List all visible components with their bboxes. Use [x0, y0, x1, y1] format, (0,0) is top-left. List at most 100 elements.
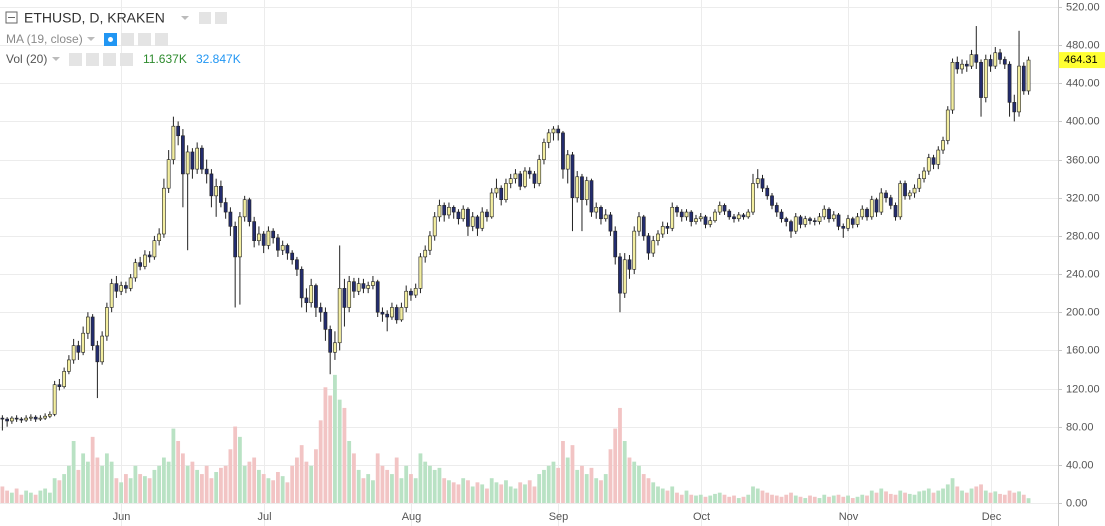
icon-button[interactable] — [120, 53, 133, 66]
candle-body — [542, 142, 546, 160]
candle-body — [352, 281, 356, 292]
volume-bar — [584, 474, 589, 503]
candle-body — [318, 307, 323, 313]
volume-bar — [342, 407, 347, 503]
candle-body — [124, 285, 128, 289]
volume-bar — [874, 492, 879, 503]
candle-body — [518, 173, 523, 187]
candle-body — [114, 283, 119, 292]
candle-body — [627, 259, 632, 270]
icon-button[interactable] — [199, 12, 211, 24]
y-tick-label: 360.00 — [1066, 154, 1100, 166]
volume-bar — [5, 490, 10, 503]
dropdown-icon[interactable] — [87, 37, 95, 41]
volume-bar — [1017, 491, 1021, 503]
volume-bar — [955, 486, 960, 503]
volume-bar — [907, 493, 912, 503]
candle-body — [779, 211, 784, 220]
dropdown-icon[interactable] — [181, 16, 189, 20]
candle-body — [223, 202, 228, 213]
volume-bar — [371, 480, 375, 503]
axis-background — [1058, 0, 1105, 526]
volume-bar — [869, 490, 874, 503]
volume-bar — [394, 457, 399, 503]
volume-bar — [52, 478, 57, 503]
volume-bar — [570, 445, 575, 503]
volume-bar — [195, 469, 200, 503]
volume-bar — [964, 492, 969, 503]
candle-body — [347, 281, 352, 308]
candle-body — [181, 135, 185, 175]
volume-bar — [123, 474, 128, 503]
candle-body — [485, 211, 489, 218]
candle-body — [660, 226, 665, 235]
volume-bar — [893, 494, 898, 503]
candle-body — [523, 170, 527, 187]
candle-body — [76, 345, 81, 353]
candle-body — [1007, 63, 1012, 103]
volume-bar — [142, 476, 147, 503]
icon-button[interactable] — [69, 53, 82, 66]
volume-bar — [599, 480, 603, 503]
volume-bar — [390, 474, 394, 503]
icon-button[interactable] — [86, 53, 99, 66]
candle-body — [394, 307, 399, 321]
candle-body — [38, 417, 43, 420]
volume-bars — [0, 374, 1031, 503]
candle-body — [551, 128, 556, 134]
candle-body — [252, 221, 257, 241]
volume-bar — [418, 453, 423, 503]
dropdown-icon[interactable] — [52, 57, 60, 61]
volume-bar — [941, 488, 945, 503]
volume-bar — [561, 441, 565, 503]
volume-bar — [38, 490, 43, 503]
candle-body — [1017, 65, 1021, 113]
candle-body — [755, 178, 760, 184]
candle-body — [903, 183, 907, 197]
volume-bar — [694, 495, 698, 503]
icon-button[interactable] — [215, 12, 227, 24]
volume-bar — [361, 478, 366, 503]
volume-bar — [950, 478, 955, 503]
volume-bar — [76, 469, 81, 503]
candle-body — [898, 183, 903, 218]
volume-bar — [751, 486, 755, 503]
icon-button[interactable] — [138, 33, 151, 46]
volume-bar — [494, 482, 499, 503]
volume-bar — [66, 465, 71, 503]
icon-button[interactable] — [121, 33, 134, 46]
candle-body — [603, 214, 608, 220]
candle-body — [926, 157, 931, 172]
volume-bar — [485, 488, 489, 503]
volume-bar — [665, 490, 670, 503]
candle-body — [437, 205, 442, 218]
y-tick-label: 120.00 — [1066, 383, 1100, 395]
candle-body — [247, 199, 252, 222]
collapse-icon[interactable] — [5, 11, 18, 24]
volume-bar — [518, 482, 523, 503]
volume-bar — [580, 465, 584, 503]
candle-body — [917, 178, 922, 189]
candle-body — [717, 205, 722, 213]
volume-bar — [727, 496, 732, 503]
volume-bar — [551, 461, 556, 503]
icon-button[interactable] — [155, 33, 168, 46]
candle-body — [565, 154, 570, 170]
volume-bar — [185, 465, 190, 503]
candle-body — [637, 216, 641, 232]
candle-body — [608, 214, 613, 232]
volume-bar — [380, 465, 385, 503]
candle-body — [33, 416, 38, 420]
volume-bar — [409, 474, 413, 503]
candle-body — [836, 214, 841, 227]
candle-body — [860, 208, 865, 218]
candle-body — [727, 210, 732, 218]
candle-body — [998, 52, 1002, 60]
icon-button[interactable] — [103, 53, 116, 66]
volume-bar — [33, 494, 38, 503]
volume-bar — [713, 493, 717, 503]
volume-bar — [90, 436, 95, 503]
volume-bar — [228, 449, 233, 503]
volume-bar — [285, 482, 290, 503]
candle-body — [646, 235, 651, 254]
